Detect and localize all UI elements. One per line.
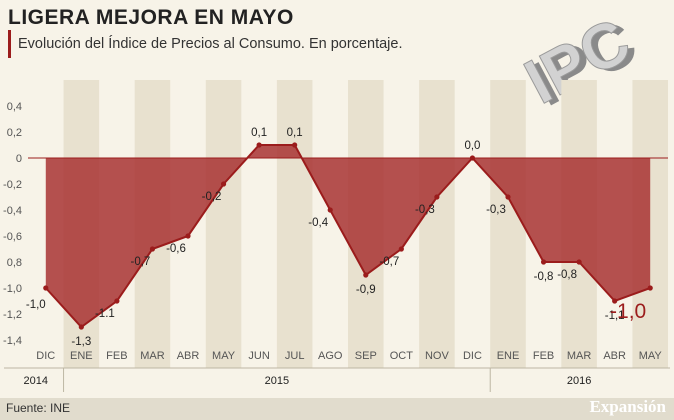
year-axis: 2014 2015 2016	[4, 367, 670, 392]
data-point	[185, 233, 191, 239]
x-tick-label: MAR	[567, 350, 592, 362]
x-tick-label: FEB	[533, 350, 554, 362]
y-tick-label: -1,4	[3, 335, 22, 347]
data-label: -0,3	[415, 204, 435, 216]
data-point	[43, 285, 49, 291]
x-tick-label: DIC	[463, 350, 482, 362]
x-tick-label: MAY	[212, 350, 236, 362]
data-labels: -1,0 -1,3 -1.1 -0,7 -0,6 -0,2 0,1 0,1 -0,4 -0,9 -0…	[26, 127, 646, 348]
series-line	[45, 144, 651, 329]
area-fill	[45, 145, 651, 327]
y-axis: 0,4 0,2 0 -0,2 -0,4 -0,6 0,8 -1,0 -1,2 -1,4	[3, 101, 22, 347]
x-tick-label: ENE	[70, 350, 93, 362]
data-point	[540, 259, 547, 265]
x-tick-label: ABR	[177, 350, 200, 362]
y-tick-label: -0,2	[3, 179, 22, 191]
data-label: -1,1	[605, 310, 625, 322]
data-label: -1.1	[95, 308, 115, 320]
y-tick-label: 0	[16, 153, 22, 165]
x-tick-label: ABR	[603, 350, 626, 362]
x-tick-label: DIC	[36, 350, 55, 362]
data-label: -0,8	[534, 271, 554, 283]
x-tick-label: AGO	[318, 350, 343, 362]
data-point	[398, 246, 404, 252]
data-point	[292, 142, 298, 148]
data-point	[505, 194, 511, 200]
x-tick-label: JUN	[248, 350, 269, 362]
x-tick-label: MAY	[639, 350, 663, 362]
data-label: -0,6	[166, 243, 186, 255]
y-tick-label: -0,6	[3, 231, 22, 243]
data-point	[78, 324, 84, 330]
column-stripe	[205, 80, 242, 368]
source-note: Fuente: INE	[6, 401, 71, 415]
data-point	[469, 155, 476, 161]
data-label: -0,8	[557, 269, 577, 281]
y-tick-label: 0,8	[7, 257, 22, 269]
data-point	[612, 298, 618, 304]
data-points	[43, 142, 653, 330]
data-label: -1,0	[610, 300, 646, 323]
chart-title: LIGERA MEJORA EN MAYO	[8, 6, 294, 29]
data-label: -0,9	[356, 284, 376, 296]
data-point	[149, 246, 156, 252]
x-tick-label: OCT	[390, 350, 414, 362]
data-label: -0,2	[202, 191, 222, 203]
y-tick-label: 0,2	[7, 127, 22, 139]
column-stripe	[276, 80, 313, 368]
data-point	[647, 285, 653, 291]
data-point	[256, 142, 262, 148]
subtitle-accent-rule	[8, 30, 31, 58]
data-label: -0,7	[379, 256, 399, 268]
x-tick-label: SEP	[355, 350, 377, 362]
year-label: 2014	[24, 375, 48, 387]
data-label: -1,3	[71, 336, 91, 348]
chart-subtitle: Evolución del Índice de Precios al Consu…	[18, 36, 403, 52]
column-stripe	[419, 80, 455, 368]
data-label: 0,0	[464, 140, 480, 152]
x-tick-label: JUL	[285, 350, 305, 362]
data-label: -0,4	[308, 217, 328, 229]
data-point	[576, 259, 582, 265]
x-axis: DIC ENE FEB MAR ABR MAY JUN JUL AGO SEP OCT NOV DIC E…	[36, 350, 662, 362]
data-label: 0,1	[251, 127, 267, 139]
y-tick-label: -1,0	[3, 283, 22, 295]
column-stripes	[63, 80, 668, 368]
data-label: -0,3	[486, 204, 506, 216]
footer-bar	[0, 398, 674, 420]
y-tick-label: 0,4	[7, 101, 22, 113]
year-label: 2015	[265, 375, 289, 387]
data-label: 0,1	[287, 127, 303, 139]
data-point	[220, 181, 227, 187]
data-point	[434, 194, 440, 200]
x-tick-label: NOV	[425, 350, 450, 362]
x-tick-label: ENE	[497, 350, 520, 362]
column-stripe	[490, 80, 526, 368]
y-tick-label: -0,4	[3, 205, 22, 217]
y-tick-label: -1,2	[3, 309, 22, 321]
data-point	[327, 207, 333, 213]
x-tick-label: MAR	[140, 350, 165, 362]
data-label: -1,0	[26, 299, 46, 311]
brand-logo: Expansión	[589, 397, 666, 416]
data-point	[114, 298, 120, 304]
data-point	[363, 272, 369, 278]
data-label: -0,7	[131, 256, 151, 268]
year-label: 2016	[567, 375, 591, 387]
x-tick-label: FEB	[106, 350, 127, 362]
